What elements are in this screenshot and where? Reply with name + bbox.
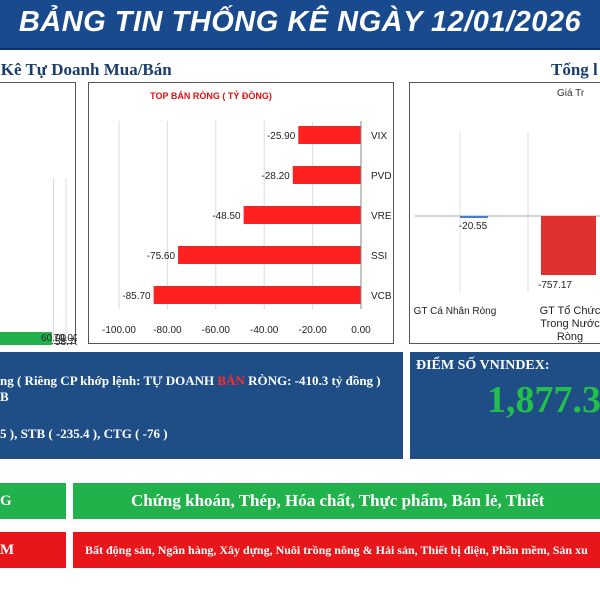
category-label-domestic-institution-line-1: Trong Nước xyxy=(540,318,600,330)
x-tick-4: -20.00 xyxy=(298,325,327,336)
total-title: Tổng l xyxy=(551,60,598,79)
falling-sectors: Bất động sản, Ngân hàng, Xây dựng, Nuôi … xyxy=(85,543,588,557)
falling-label: M xyxy=(0,542,15,558)
top-net-selling-svg: TOP BÁN RÒNG ( TỶ ĐỒNG) -100.00 -80.00 -60.… xyxy=(102,90,392,336)
rising-sectors: Chứng khoán, Thép, Hóa chất, Thực phẩm, … xyxy=(131,491,545,510)
rising-label-band: G xyxy=(0,483,66,519)
x-tick-2: -60.00 xyxy=(202,325,231,336)
page-title: BẢNG TIN THỐNG KÊ NGÀY 12/01/2026 xyxy=(18,6,582,38)
vnindex-box: ĐIỂM SỐ VNINDEX: 1,877.3 xyxy=(410,352,600,459)
summary-line-1-pre: ng ( Riêng CP khớp lệnh: TỰ DOANH xyxy=(0,373,218,388)
category-label-pvd: PVD xyxy=(371,171,392,182)
summary-line-3: 5 ), STB ( -235.4 ), CTG ( -76 ) xyxy=(0,426,168,441)
rising-label: G xyxy=(0,493,12,509)
category-label-domestic-institution-line-0: GT Tổ Chức xyxy=(540,305,600,317)
bar-vix xyxy=(298,126,361,144)
x-tick-1: -80.00 xyxy=(153,325,182,336)
x-tick-5: 0.00 xyxy=(351,325,371,336)
bar-vre xyxy=(243,206,361,224)
x-tick-0: -100.00 xyxy=(102,325,136,336)
category-label-individual: GT Cá Nhân Ròng xyxy=(414,306,497,317)
chart-title: TOP BÁN RÒNG ( TỶ ĐỒNG) xyxy=(150,90,272,101)
top-net-selling-chart: TOP BÁN RÒNG ( TỶ ĐỒNG) -100.00 -80.00 -60.… xyxy=(88,82,394,344)
rising-sectors-band: Chứng khoán, Thép, Hóa chất, Thực phẩm, … xyxy=(73,483,600,519)
data-label-vcb: -85.70 xyxy=(122,291,151,302)
bar-0 xyxy=(0,332,52,345)
summary-sell-word: BÁN xyxy=(217,373,245,388)
bar-domestic-institution xyxy=(541,216,596,275)
data-label-vre: -48.50 xyxy=(212,211,241,222)
category-label-domestic-institution-line-2: Ròng xyxy=(557,331,583,343)
chart-title: Giá Tr xyxy=(557,88,585,99)
category-label-vcb: VCB xyxy=(371,291,392,302)
vnindex-value: 1,877.3 xyxy=(487,379,600,421)
header-banner: BẢNG TIN THỐNG KÊ NGÀY 12/01/2026 xyxy=(0,0,600,50)
falling-sectors-band: Bất động sản, Ngân hàng, Xây dựng, Nuôi … xyxy=(73,532,600,568)
data-label-domestic-institution: -757.17 xyxy=(538,280,572,291)
x-tick-0: 60.00 xyxy=(41,333,66,344)
data-label-vix: -25.90 xyxy=(267,131,296,142)
bar-ssi xyxy=(178,246,361,264)
data-label-individual: -20.55 xyxy=(459,221,488,232)
summary-line-1: ng ( Riêng CP khớp lệnh: TỰ DOANH BÁN RÒ… xyxy=(0,373,381,389)
proprietary-trading-title: g Kê Tự Doanh Mua/Bán xyxy=(0,60,172,79)
net-value-by-investor-chart: Giá Tr -20.55 -757.17 GT Cá Nhân Ròng GT Tổ … xyxy=(409,82,600,344)
data-label-pvd: -28.20 xyxy=(261,171,290,182)
falling-label-band: M xyxy=(0,532,66,568)
bar-pvd xyxy=(292,166,361,184)
x-tick-1: 70.00 xyxy=(53,333,77,344)
data-label-ssi: -75.60 xyxy=(147,251,176,262)
category-label-ssi: SSI xyxy=(371,251,387,262)
bar-individual xyxy=(460,216,488,218)
vnindex-label: ĐIỂM SỐ VNINDEX: xyxy=(416,358,550,373)
proprietary-summary-box: ng ( Riêng CP khớp lệnh: TỰ DOANH BÁN RÒ… xyxy=(0,352,403,459)
x-tick-3: -40.00 xyxy=(250,325,279,336)
data-label-0: 58.70 xyxy=(55,337,77,345)
bar-vcb xyxy=(153,286,361,304)
category-label-vre: VRE xyxy=(371,211,392,222)
summary-line-1-post: RÒNG: -410.3 tỷ đồng ) xyxy=(244,373,381,388)
summary-line-2: B xyxy=(0,389,9,404)
net-value-by-investor-svg: Giá Tr -20.55 -757.17 GT Cá Nhân Ròng GT Tổ … xyxy=(414,88,600,343)
category-label-vix: VIX xyxy=(371,131,387,142)
